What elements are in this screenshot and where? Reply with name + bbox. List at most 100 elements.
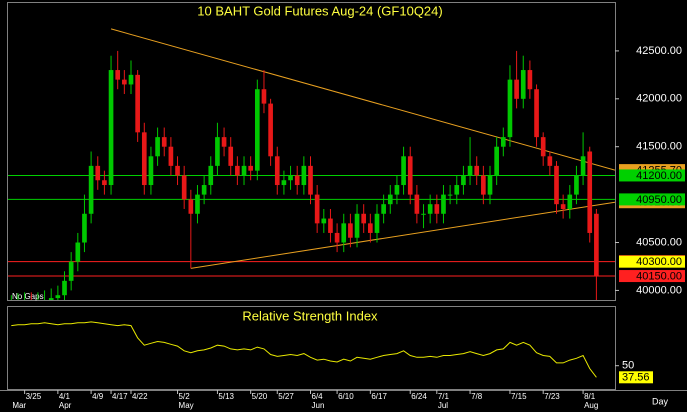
candle-body — [368, 223, 373, 233]
rsi-title: Relative Strength Index — [242, 308, 378, 323]
candle-body — [567, 194, 573, 209]
candle-body — [540, 137, 546, 157]
candle-body — [407, 156, 413, 195]
candle-body — [195, 194, 200, 214]
month-label: Apr — [59, 401, 72, 410]
level-tag-bg — [619, 193, 685, 206]
candle-body — [580, 156, 586, 176]
candle-body — [434, 204, 440, 214]
month-label: May — [179, 401, 194, 410]
candle-body — [228, 146, 234, 166]
candle-body — [348, 223, 353, 238]
x-tick-label: 8/1 — [584, 392, 596, 401]
level-tag-bg — [619, 169, 685, 182]
y-tick-label: 41500.00 — [636, 141, 682, 153]
candle-body — [487, 175, 493, 195]
candle-body — [281, 180, 287, 186]
candle-body — [554, 165, 559, 205]
candle-body — [95, 165, 101, 181]
candle-body — [82, 213, 87, 243]
candle-body — [527, 70, 533, 90]
candle-body — [514, 79, 519, 99]
x-tick-label: 7/1 — [438, 392, 450, 401]
level-tag-bg — [619, 270, 685, 283]
candle-body — [321, 218, 327, 224]
candle-body — [135, 74, 140, 133]
x-tick-label: 5/20 — [252, 392, 268, 401]
level-tag: 40150.00 — [636, 270, 682, 282]
candle-body — [454, 185, 460, 195]
rsi-line — [11, 321, 597, 378]
month-label: Jun — [312, 401, 325, 410]
rsi-frame — [7, 306, 616, 390]
candle-body — [394, 185, 400, 195]
trend-line — [110, 28, 615, 171]
candle-body — [574, 175, 579, 195]
candle-body — [122, 79, 127, 85]
candle-body — [308, 165, 313, 195]
candle-body — [374, 213, 380, 233]
candle-body — [288, 175, 293, 181]
x-tick-label: 4/9 — [92, 392, 104, 401]
x-tick-label: 3/25 — [26, 392, 42, 401]
trend-line — [190, 201, 615, 269]
candle-body — [221, 137, 227, 147]
y-tick-label: 42000.00 — [636, 93, 682, 105]
y-tick-label: 42500.00 — [636, 45, 682, 57]
candle-body — [381, 204, 386, 214]
x-tick-label: 7/23 — [544, 392, 560, 401]
x-tick-label: 4/17 — [112, 392, 128, 401]
candle-body — [328, 218, 333, 233]
x-tick-label: 7/8 — [471, 392, 483, 401]
price-plot — [8, 28, 615, 300]
candle-body — [274, 156, 280, 186]
candle-body — [294, 175, 300, 186]
candle-body — [148, 156, 154, 186]
candle-body — [447, 194, 453, 196]
x-tick-label: 6/24 — [411, 392, 427, 401]
x-tick-label: 6/17 — [371, 392, 387, 401]
month-label: Aug — [584, 401, 598, 410]
candle-body — [594, 213, 599, 277]
candle-body — [88, 165, 94, 214]
x-tick-label: 5/2 — [179, 392, 191, 401]
candle-body — [301, 165, 307, 186]
candle-body — [201, 185, 207, 195]
candle-body — [48, 298, 54, 300]
level-tag: 40300.00 — [636, 256, 682, 268]
candle-body — [188, 199, 194, 214]
level-tag: 40950.00 — [636, 194, 682, 206]
candle-body — [387, 194, 393, 205]
rsi-tag-bg — [619, 371, 653, 384]
level-tag: 41200.00 — [636, 170, 682, 182]
x-tick-label: 4/22 — [132, 392, 148, 401]
candle-body — [427, 204, 433, 214]
candle-body — [241, 165, 247, 176]
candle-body — [461, 175, 466, 186]
candle-body — [587, 151, 593, 233]
candle-body — [474, 165, 480, 176]
y-tick-label: 40500.00 — [636, 236, 682, 248]
candle-body — [168, 146, 174, 166]
x-tick-label: 7/15 — [511, 392, 527, 401]
candle-body — [261, 89, 267, 104]
candle-body — [507, 79, 513, 138]
candle-body — [547, 156, 553, 166]
y-tick-label: 40000.00 — [636, 284, 682, 296]
month-label: Mar — [12, 401, 26, 410]
candle-body — [62, 280, 67, 296]
candle-body — [414, 194, 420, 214]
candle-body — [175, 165, 180, 176]
candle-body — [155, 137, 160, 157]
candle-body — [421, 213, 426, 215]
candle-body — [128, 74, 134, 85]
candle-body — [181, 175, 187, 200]
candle-body — [161, 137, 167, 147]
x-tick-label: 4/1 — [59, 392, 71, 401]
candle-body — [141, 132, 147, 186]
x-axis-label: Day — [652, 396, 669, 406]
candle-body — [560, 204, 566, 209]
candle-body — [108, 70, 114, 186]
candle-body — [314, 194, 320, 224]
